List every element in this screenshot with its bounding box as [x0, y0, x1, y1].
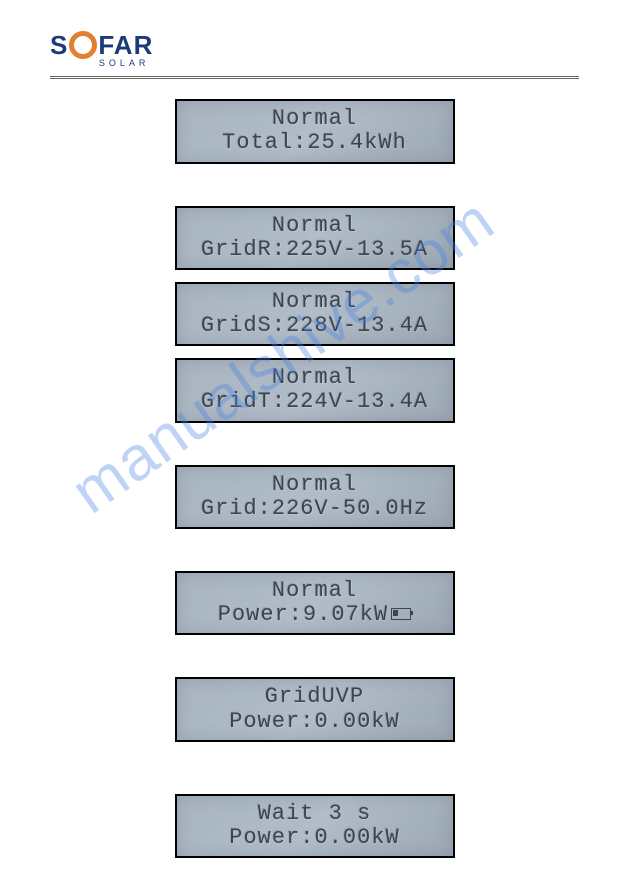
- lcd-line2: Power:0.00kW: [187, 710, 443, 734]
- lcd-line1: GridUVP: [187, 685, 443, 709]
- battery-icon: [391, 608, 411, 620]
- lcd-panel: NormalGridT:224V-13.4A: [175, 358, 455, 422]
- lcd-line2: Power:9.07kW: [187, 603, 443, 627]
- lcd-line1: Normal: [187, 366, 443, 390]
- lcd-line2: GridR:225V-13.5A: [187, 238, 443, 262]
- lcd-panel: Wait 3 sPower:0.00kW: [175, 794, 455, 858]
- lcd-line2: GridS:228V-13.4A: [187, 314, 443, 338]
- page-header: SFAR SOLAR: [50, 30, 579, 79]
- logo-letter-s: S: [50, 30, 68, 60]
- lcd-line1: Normal: [187, 290, 443, 314]
- lcd-panel: NormalTotal:25.4kWh: [175, 99, 455, 163]
- lcd-line1: Wait 3 s: [187, 802, 443, 826]
- logo-letters-far: FAR: [98, 30, 153, 60]
- lcd-panel: NormalGrid:226V-50.0Hz: [175, 465, 455, 529]
- lcd-panel: NormalGridR:225V-13.5A: [175, 206, 455, 270]
- lcd-line1: Normal: [187, 107, 443, 131]
- sofar-logo: SFAR SOLAR: [50, 30, 579, 68]
- lcd-panel: GridUVPPower:0.00kW: [175, 677, 455, 741]
- lcd-line1: Normal: [187, 579, 443, 603]
- lcd-line2: Power:0.00kW: [187, 826, 443, 850]
- logo-circle-icon: [69, 31, 97, 59]
- lcd-panel: NormalGridS:228V-13.4A: [175, 282, 455, 346]
- lcd-line2: Total:25.4kWh: [187, 131, 443, 155]
- lcd-panel: NormalPower:9.07kW: [175, 571, 455, 635]
- lcd-line1: Normal: [187, 473, 443, 497]
- lcd-line2: GridT:224V-13.4A: [187, 390, 443, 414]
- lcd-panels-container: NormalTotal:25.4kWhNormalGridR:225V-13.5…: [50, 99, 579, 870]
- lcd-line1: Normal: [187, 214, 443, 238]
- lcd-line2: Grid:226V-50.0Hz: [187, 497, 443, 521]
